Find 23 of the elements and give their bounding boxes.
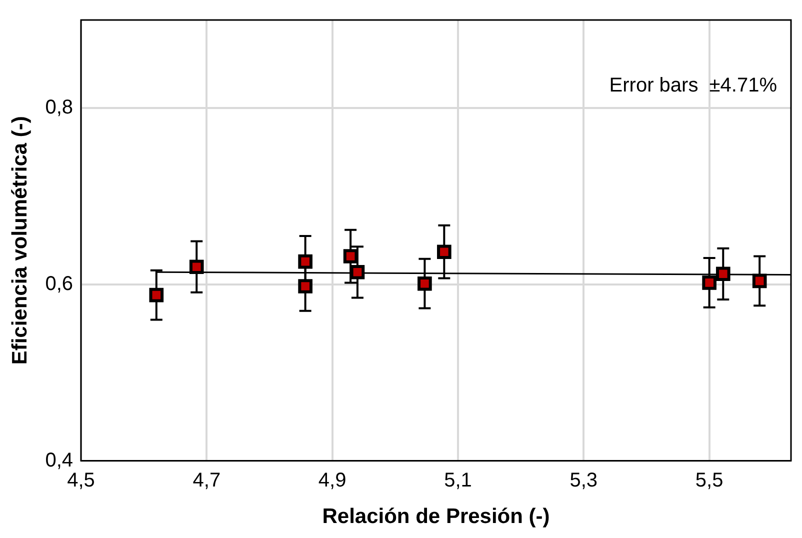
y-tick-label: 0,4	[45, 449, 74, 472]
point	[752, 274, 767, 288]
point	[350, 264, 365, 280]
y-axis-title: Eficiencia volumétrica (-)	[8, 116, 32, 365]
x-tick-label: 5,5	[695, 469, 724, 492]
x-tick-label: 4,9	[318, 469, 346, 492]
point	[298, 279, 312, 294]
x-tick-label: 5,1	[444, 469, 472, 492]
y-tick-label: 0,6	[45, 272, 74, 295]
x-tick-label: 4,7	[192, 469, 221, 492]
point	[702, 276, 716, 290]
point	[343, 249, 358, 264]
x-tick-label: 5,3	[570, 469, 598, 492]
point	[418, 276, 432, 291]
y-tick-label: 0,8	[45, 96, 74, 119]
point	[189, 260, 204, 274]
annotation: Error bars ±4.71%	[609, 74, 778, 97]
point	[716, 266, 730, 282]
x-tick-label: 4,5	[67, 469, 95, 492]
point	[437, 244, 452, 260]
x-axis-title: Relación de Presión (-)	[322, 505, 550, 528]
point	[149, 288, 164, 302]
point	[298, 254, 312, 269]
